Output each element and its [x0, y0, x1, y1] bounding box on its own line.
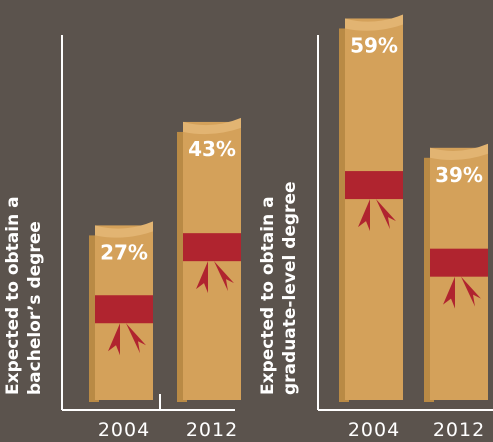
scroll-curl — [430, 143, 488, 161]
y-axis-label: Expected to obtain a bachelor’s degree — [3, 196, 45, 395]
ribbon — [345, 171, 403, 200]
x-tick-label: 2012 — [186, 419, 238, 441]
ribbon — [95, 295, 153, 324]
scroll-shadow — [89, 235, 99, 402]
ribbon — [430, 248, 488, 277]
scroll-curl — [95, 221, 153, 238]
x-tick-label: 2004 — [348, 419, 400, 441]
ribbon-tails — [443, 276, 481, 309]
x-tick-label: 2012 — [433, 419, 485, 441]
scroll-shadow — [424, 157, 434, 402]
value-label: 27% — [100, 240, 148, 264]
value-label: 39% — [435, 163, 483, 187]
bar — [345, 18, 403, 400]
x-tick-label: 2004 — [98, 419, 150, 441]
ribbon-tails — [108, 323, 146, 356]
y-axis-label: Expected to obtain a graduate-level degr… — [258, 181, 300, 395]
value-label: 59% — [350, 33, 398, 57]
value-label: 43% — [188, 137, 236, 161]
scroll-shadow — [339, 28, 349, 402]
ribbon — [183, 233, 241, 262]
scroll-curl — [183, 117, 241, 135]
scroll-curl — [345, 14, 403, 31]
scroll-shadow — [177, 131, 187, 402]
ribbon-tails — [358, 199, 396, 232]
ribbon-tails — [196, 261, 234, 294]
